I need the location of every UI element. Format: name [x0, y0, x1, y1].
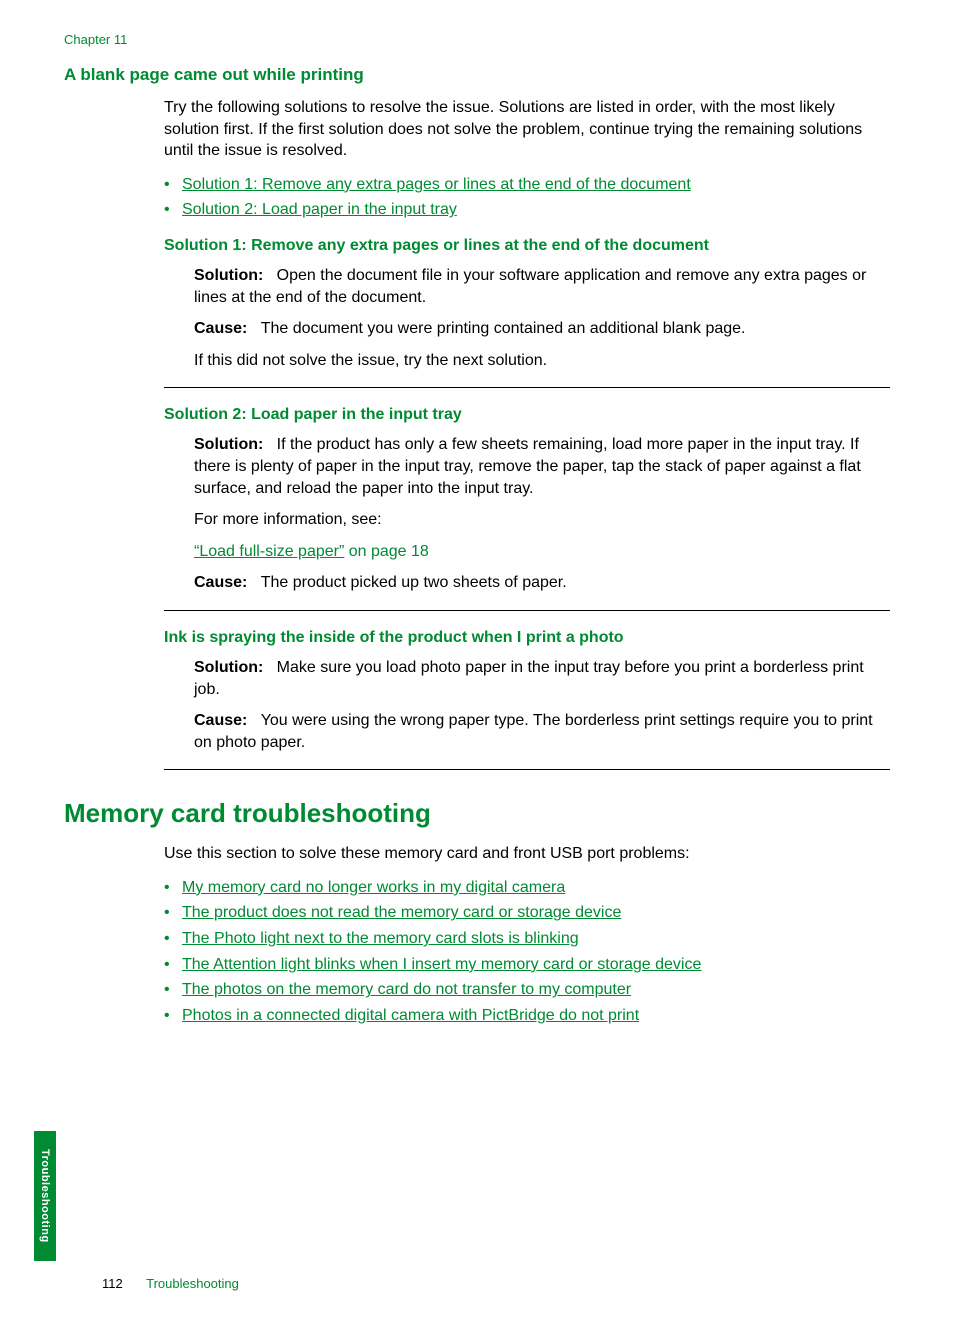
- list-item: The photos on the memory card do not tra…: [164, 977, 890, 1003]
- solution-2-heading: Solution 2: Load paper in the input tray: [164, 406, 890, 424]
- memory-link-5[interactable]: The photos on the memory card do not tra…: [182, 981, 631, 998]
- list-item: The Attention light blinks when I insert…: [164, 952, 890, 978]
- section-a-title: A blank page came out while printing: [64, 65, 890, 85]
- ink-heading: Ink is spraying the inside of the produc…: [164, 629, 890, 647]
- section-b-list: My memory card no longer works in my dig…: [164, 875, 890, 1029]
- solution-1-text: Solution: Open the document file in your…: [194, 265, 890, 308]
- load-paper-link-suffix: on page 18: [344, 543, 429, 560]
- solution-label: Solution:: [194, 659, 263, 676]
- cause-1-content: The document you were printing contained…: [261, 320, 746, 337]
- solution-2-text: Solution: If the product has only a few …: [194, 434, 890, 499]
- side-tab-label: Troubleshooting: [39, 1149, 51, 1243]
- list-item: My memory card no longer works in my dig…: [164, 875, 890, 901]
- cause-1-text: Cause: The document you were printing co…: [194, 318, 890, 340]
- toc-link-2[interactable]: Solution 2: Load paper in the input tray: [182, 201, 457, 218]
- ink-solution-content: Make sure you load photo paper in the in…: [194, 659, 864, 698]
- solution-2-content: If the product has only a few sheets rem…: [194, 436, 861, 496]
- memory-link-3[interactable]: The Photo light next to the memory card …: [182, 930, 579, 947]
- page-footer: 112 Troubleshooting: [102, 1276, 239, 1291]
- cause-2-content: The product picked up two sheets of pape…: [261, 574, 567, 591]
- toc-item: Solution 1: Remove any extra pages or li…: [164, 172, 890, 198]
- list-item: Photos in a connected digital camera wit…: [164, 1003, 890, 1029]
- solution-1-heading: Solution 1: Remove any extra pages or li…: [164, 237, 890, 255]
- cause-label: Cause:: [194, 574, 247, 591]
- section-b-body: Use this section to solve these memory c…: [164, 843, 890, 1028]
- cause-2-text: Cause: The product picked up two sheets …: [194, 572, 890, 594]
- solution-label: Solution:: [194, 436, 263, 453]
- section-a-intro: Try the following solutions to resolve t…: [164, 97, 890, 162]
- load-paper-link-line: “Load full-size paper” on page 18: [194, 541, 890, 563]
- section-a-body: Try the following solutions to resolve t…: [164, 97, 890, 770]
- toc-item: Solution 2: Load paper in the input tray: [164, 197, 890, 223]
- more-info-label: For more information, see:: [194, 509, 890, 531]
- cause-label: Cause:: [194, 320, 247, 337]
- ink-body: Solution: Make sure you load photo paper…: [194, 657, 890, 753]
- section-b-title: Memory card troubleshooting: [64, 798, 890, 829]
- section-b-intro: Use this section to solve these memory c…: [164, 843, 890, 865]
- solution-1-content: Open the document file in your software …: [194, 267, 866, 306]
- solution-1-followup: If this did not solve the issue, try the…: [194, 350, 890, 372]
- footer-section-name: Troubleshooting: [146, 1276, 239, 1291]
- solution-2-body: Solution: If the product has only a few …: [194, 434, 890, 594]
- memory-link-6[interactable]: Photos in a connected digital camera wit…: [182, 1007, 639, 1024]
- memory-link-2[interactable]: The product does not read the memory car…: [182, 904, 621, 921]
- toc-link-1[interactable]: Solution 1: Remove any extra pages or li…: [182, 176, 691, 193]
- ink-solution-text: Solution: Make sure you load photo paper…: [194, 657, 890, 700]
- page-container: Chapter 11 A blank page came out while p…: [0, 0, 954, 1321]
- separator: [164, 387, 890, 388]
- solution-1-body: Solution: Open the document file in your…: [194, 265, 890, 371]
- memory-link-4[interactable]: The Attention light blinks when I insert…: [182, 956, 701, 973]
- load-paper-link[interactable]: “Load full-size paper”: [194, 543, 344, 560]
- separator: [164, 769, 890, 770]
- page-number: 112: [102, 1276, 123, 1291]
- list-item: The Photo light next to the memory card …: [164, 926, 890, 952]
- list-item: The product does not read the memory car…: [164, 900, 890, 926]
- ink-cause-content: You were using the wrong paper type. The…: [194, 712, 873, 751]
- chapter-label: Chapter 11: [64, 32, 890, 47]
- ink-cause-text: Cause: You were using the wrong paper ty…: [194, 710, 890, 753]
- memory-link-1[interactable]: My memory card no longer works in my dig…: [182, 879, 565, 896]
- side-tab: Troubleshooting: [34, 1131, 56, 1261]
- separator: [164, 610, 890, 611]
- cause-label: Cause:: [194, 712, 247, 729]
- solution-label: Solution:: [194, 267, 263, 284]
- section-a-toc: Solution 1: Remove any extra pages or li…: [164, 172, 890, 223]
